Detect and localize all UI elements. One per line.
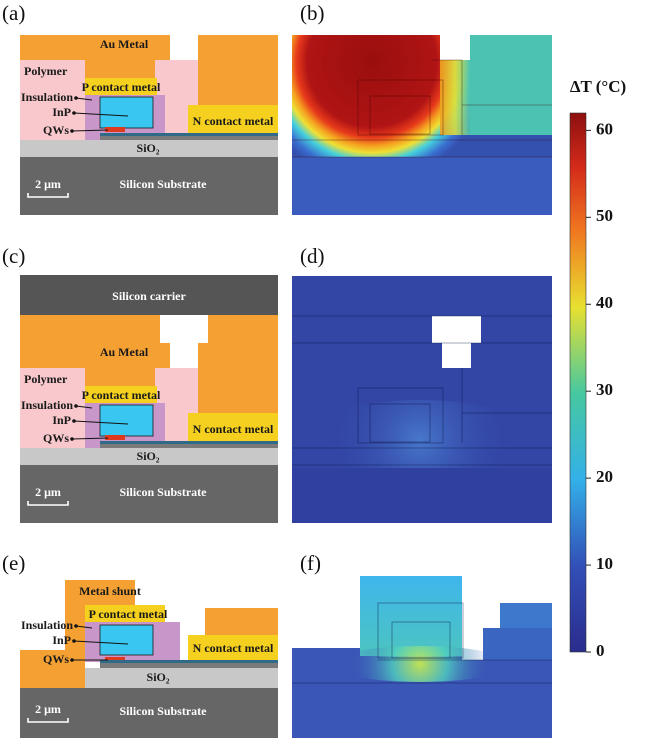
layer <box>100 136 278 140</box>
label: P contact metal <box>89 607 168 621</box>
panel-tag: (c) <box>2 244 25 268</box>
panel-tag: (d) <box>300 244 325 268</box>
au-metal <box>198 35 278 105</box>
colorbar-tick-label: 20 <box>596 467 613 486</box>
colorbar-tick-label: 40 <box>596 293 613 312</box>
inp <box>100 405 153 436</box>
label: Au Metal <box>100 37 149 51</box>
label: Silicon Substrate <box>119 485 207 499</box>
label: Insulation <box>21 618 73 632</box>
leader-dot <box>70 658 74 662</box>
label: SiO₂ <box>137 141 160 155</box>
label: QWs <box>43 123 69 137</box>
qws <box>105 127 125 132</box>
label: P contact metal <box>82 80 161 94</box>
colorbar-tick-label: 50 <box>596 206 613 225</box>
leader-dot <box>72 639 76 643</box>
via <box>160 315 208 343</box>
label: Metal shunt <box>79 584 141 598</box>
label: SiO₂ <box>147 670 170 684</box>
label: Polymer <box>24 372 68 386</box>
panel-tag: (f) <box>300 551 321 575</box>
label: QWs <box>43 431 69 445</box>
panel-tag: (e) <box>2 551 25 575</box>
label: N contact metal <box>193 641 274 655</box>
heatmap-d <box>292 276 552 523</box>
layer <box>100 441 278 444</box>
leader-dot <box>70 437 74 441</box>
layer <box>100 133 278 136</box>
label: QWs <box>43 652 69 666</box>
label: N contact metal <box>193 422 274 436</box>
leader-dot <box>74 96 78 100</box>
label: SiO₂ <box>137 449 160 463</box>
label: Silicon carrier <box>112 289 186 303</box>
heatmap-f <box>292 576 552 738</box>
heatmap-b <box>292 35 552 215</box>
label: 2 μm <box>35 702 61 716</box>
label: 2 μm <box>35 485 61 499</box>
layer <box>100 660 278 663</box>
label: InP <box>52 633 71 647</box>
inp <box>100 625 153 655</box>
layer <box>100 444 278 448</box>
leader-dot <box>70 129 74 133</box>
leader-dot <box>74 404 78 408</box>
figure: ΔT (°C) Au Metal Polymer P contact metal N … <box>0 0 665 745</box>
label: P contact metal <box>82 388 161 402</box>
label: InP <box>52 413 71 427</box>
label: Silicon Substrate <box>119 704 207 718</box>
label: Silicon Substrate <box>119 177 207 191</box>
au-metal <box>198 343 278 413</box>
label: Polymer <box>24 64 68 78</box>
label: Insulation <box>21 90 73 104</box>
au-metal <box>20 315 278 343</box>
colorbar-label: ΔT (°C) <box>570 77 626 96</box>
label: N contact metal <box>193 114 274 128</box>
colorbar-tick-label: 30 <box>596 380 613 399</box>
label: Insulation <box>21 398 73 412</box>
colorbar <box>570 113 586 652</box>
au-metal <box>205 608 278 636</box>
leader-dot <box>72 111 76 115</box>
qws <box>105 435 125 440</box>
colorbar-tick-label: 0 <box>596 641 605 660</box>
sio2 <box>85 668 278 688</box>
label: Au Metal <box>100 345 149 359</box>
layer <box>100 663 278 668</box>
panel-tag: (b) <box>300 1 325 25</box>
colorbar-tick-label: 60 <box>596 119 613 138</box>
colorbar-tick-label: 10 <box>596 554 613 573</box>
panel-tag: (a) <box>2 1 25 25</box>
inp <box>100 97 153 128</box>
label: InP <box>52 105 71 119</box>
label: 2 μm <box>35 177 61 191</box>
leader-dot <box>72 419 76 423</box>
leader-dot <box>74 624 78 628</box>
